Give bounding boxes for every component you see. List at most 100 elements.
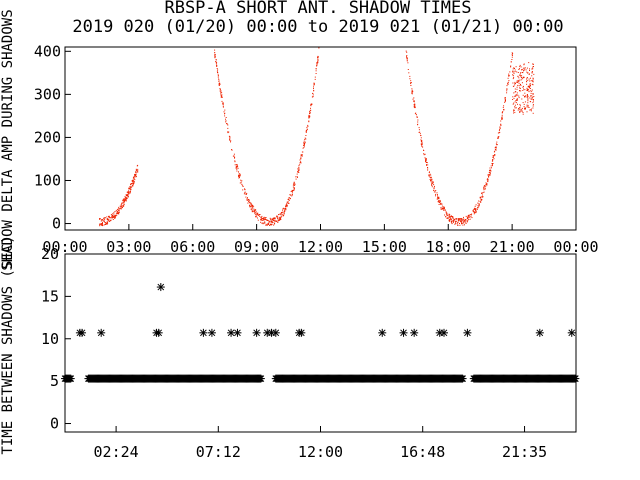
top-data-point [523, 63, 525, 65]
top-data-point [111, 215, 113, 217]
top-data-point [110, 217, 112, 219]
top-data-point [274, 218, 276, 220]
top-data-point [484, 187, 486, 189]
top-data-point [504, 97, 506, 98]
top-data-point [411, 89, 413, 91]
top-data-point [127, 194, 128, 196]
top-data-point [478, 203, 480, 205]
top-data-point [437, 196, 439, 198]
top-data-point [307, 124, 309, 126]
top-data-point [508, 75, 510, 77]
top-data-point [532, 105, 534, 107]
top-data-point [102, 223, 103, 224]
bottom-data-point [156, 283, 165, 292]
top-data-point [300, 158, 302, 160]
top-x-tick-label: 15:00 [362, 238, 407, 256]
top-data-point [315, 68, 317, 70]
bottom-x-tick-label: 16:48 [400, 443, 445, 461]
top-data-point [410, 80, 412, 82]
top-data-point [112, 217, 114, 219]
top-data-point [300, 162, 302, 164]
top-data-point [226, 123, 228, 125]
top-data-point [236, 168, 238, 170]
top-data-point [132, 185, 134, 186]
top-data-point [522, 94, 524, 96]
top-data-point [439, 200, 441, 202]
top-data-point [114, 218, 116, 219]
top-data-point [114, 215, 116, 217]
top-data-point [519, 110, 521, 112]
top-data-point [286, 205, 288, 207]
top-data-point [251, 211, 253, 213]
top-data-point [413, 97, 415, 99]
top-data-point [308, 114, 310, 116]
top-data-point [301, 154, 303, 155]
top-data-point [492, 156, 494, 158]
top-data-point [445, 211, 447, 213]
top-data-point [452, 218, 454, 220]
top-data-point [238, 176, 240, 177]
top-data-point [214, 56, 216, 58]
top-data-point [514, 84, 516, 86]
top-data-point [530, 95, 532, 97]
top-data-point [286, 204, 288, 206]
top-data-point [453, 220, 455, 222]
top-data-point [300, 154, 302, 156]
top-data-point [532, 100, 534, 102]
top-data-point [516, 92, 518, 94]
top-data-point [283, 212, 285, 214]
top-data-point [297, 171, 299, 173]
top-data-point [220, 90, 222, 92]
top-data-point [261, 215, 263, 217]
top-data-point [468, 215, 469, 217]
top-data-point [475, 211, 477, 213]
top-data-point [117, 208, 118, 210]
top-data-point [219, 89, 221, 90]
top-data-point [517, 84, 519, 86]
top-data-point [528, 73, 530, 75]
top-data-point [526, 111, 528, 113]
top-data-point [487, 181, 489, 183]
top-data-point [411, 93, 413, 95]
top-data-point [448, 215, 450, 217]
top-data-point [123, 199, 125, 201]
top-data-point [470, 214, 472, 216]
top-data-point [508, 80, 510, 82]
top-data-point [306, 126, 308, 128]
top-data-point [305, 131, 307, 133]
top-data-point [246, 192, 248, 194]
top-data-point [230, 141, 231, 143]
top-data-point [512, 70, 514, 72]
top-data-point [522, 102, 524, 104]
top-data-point [491, 163, 493, 164]
top-data-point [489, 167, 491, 169]
top-data-point [460, 221, 462, 223]
top-data-point [462, 224, 464, 226]
top-data-point [279, 218, 281, 220]
top-data-point [305, 131, 307, 133]
top-data-point [260, 217, 262, 219]
top-data-point [464, 220, 466, 222]
top-data-point [429, 179, 431, 180]
top-y-tick-label: 100 [34, 171, 61, 189]
top-data-point [304, 141, 306, 143]
top-data-point [218, 81, 220, 83]
top-data-point [266, 224, 268, 226]
top-data-point [110, 219, 112, 221]
top-data-point [420, 135, 422, 137]
top-data-point [508, 75, 509, 77]
top-data-point [293, 184, 295, 186]
top-data-point [311, 103, 313, 105]
top-data-point [532, 84, 534, 86]
top-data-point [450, 218, 452, 220]
top-data-point [450, 215, 452, 217]
top-data-point [273, 224, 275, 226]
top-data-point [274, 217, 276, 219]
top-data-point [425, 160, 426, 162]
top-data-point [513, 102, 515, 104]
top-data-point [444, 207, 445, 209]
top-data-point [246, 198, 248, 200]
top-data-point [521, 98, 523, 100]
top-data-point [488, 172, 490, 174]
top-data-point [414, 104, 416, 106]
